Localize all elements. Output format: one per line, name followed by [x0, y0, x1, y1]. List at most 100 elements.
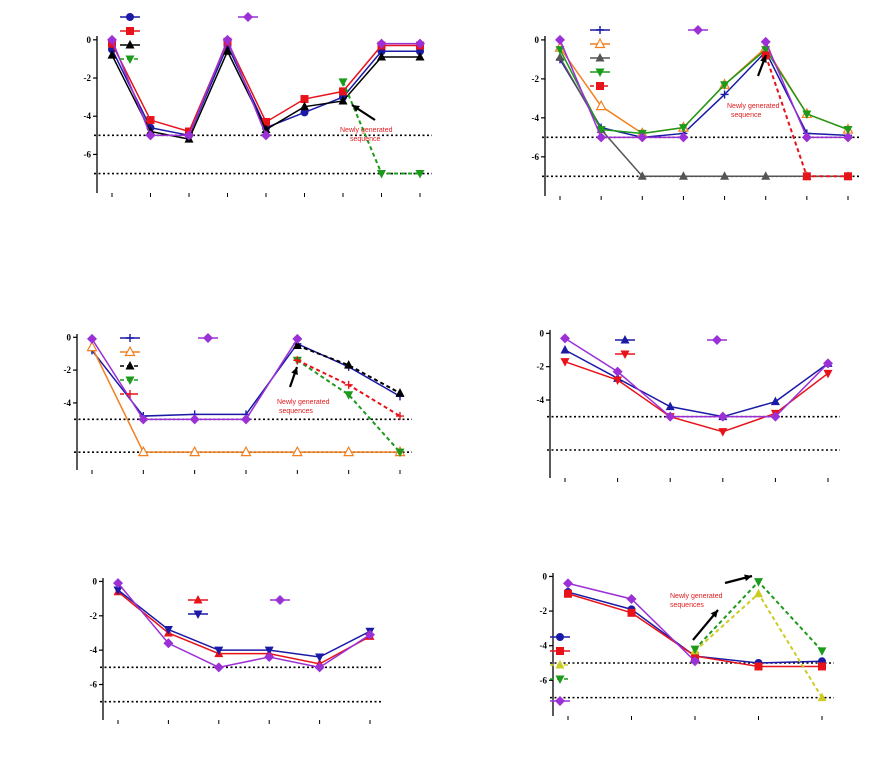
data-point [213, 662, 224, 673]
series-line [559, 48, 849, 135]
data-point [665, 401, 675, 411]
series-line [117, 591, 371, 665]
data-point [802, 110, 812, 119]
data-point [761, 171, 771, 180]
data-point [720, 171, 730, 180]
legend-marker [243, 12, 253, 22]
legend-marker [595, 53, 605, 62]
data-point [292, 340, 302, 349]
annotation-arrowhead [352, 105, 360, 112]
series-mfc-mrd [563, 578, 700, 667]
legend-marker [126, 13, 134, 21]
data-point [113, 578, 123, 589]
annotation-arrowhead [710, 610, 718, 618]
data-point [665, 411, 676, 422]
data-point [300, 95, 309, 104]
legend-marker [555, 660, 565, 669]
series-line [111, 37, 267, 137]
series-igk-seq-b [564, 589, 826, 671]
y-tick-label: -2 [84, 73, 92, 83]
y-tick-label: -4 [84, 111, 92, 121]
annotation-text: Newly generated sequence [340, 127, 393, 143]
data-point [264, 652, 275, 663]
y-tick-label: 0 [67, 332, 72, 342]
legend-marker [203, 333, 213, 343]
annotation-text: Newly generated sequences [277, 399, 330, 415]
data-point [690, 656, 700, 667]
data-point [560, 345, 570, 354]
legend-marker [126, 390, 134, 398]
y-tick-label: -4 [537, 395, 545, 405]
data-point [344, 380, 353, 389]
legend-marker [126, 27, 134, 35]
data-point [802, 172, 811, 181]
series-igk-seq-b [86, 340, 406, 457]
legend-marker [620, 335, 630, 344]
data-point [555, 52, 565, 61]
annotation-text: Newly generated sequence [727, 103, 780, 119]
y-tick-label: -6 [532, 152, 540, 162]
data-point [223, 46, 232, 55]
data-point [691, 652, 699, 661]
chart-panel-rx975: 0 -2 -4 [537, 328, 840, 482]
data-point [365, 629, 375, 640]
series-line [564, 360, 829, 433]
data-point [396, 412, 404, 421]
data-point [637, 171, 647, 180]
data-point [86, 340, 98, 352]
y-tick-label: -6 [84, 149, 92, 159]
y-tick-label: -6 [90, 680, 98, 690]
data-point [678, 132, 689, 143]
data-point [564, 589, 572, 598]
data-point [338, 95, 348, 105]
data-point [560, 358, 570, 367]
legend-marker [125, 40, 135, 49]
y-tick-label: 0 [93, 576, 98, 586]
series-igk-seq-c [292, 340, 405, 397]
series-line [296, 344, 401, 394]
data-point [163, 638, 174, 649]
legend-marker [125, 55, 135, 64]
annotation-line: sequence [731, 112, 761, 119]
data-point [344, 360, 354, 369]
data-point [339, 87, 347, 96]
data-point [344, 391, 354, 400]
series-line [91, 346, 400, 453]
data-point [292, 333, 303, 344]
legend-marker [594, 37, 606, 49]
data-point [138, 414, 149, 425]
series-mfc-mrd [107, 34, 425, 141]
chart-panel-rx977: 0 -2 -4 -6 Newly generated sequences [540, 571, 834, 720]
data-point [300, 101, 309, 111]
data-point [264, 646, 274, 656]
legend-marker [556, 647, 564, 655]
data-point [163, 626, 173, 635]
series-line [559, 50, 849, 139]
data-point [240, 445, 252, 457]
legend-marker [193, 595, 203, 604]
legend-marker [555, 675, 565, 684]
data-point [184, 130, 194, 141]
data-point [395, 388, 405, 397]
data-point [612, 366, 623, 377]
annotation-line: sequences [279, 408, 313, 415]
chart-panel-rx974: 0 -2 -4 Newly generated sequences [64, 332, 412, 474]
y-tick-label: -6 [540, 675, 548, 685]
data-point [770, 411, 781, 422]
data-point [315, 653, 325, 663]
legend-marker [620, 350, 630, 359]
chart-panel-rx972: 0 -2 -4 -6 Newly generated sequence [84, 12, 432, 197]
series-mfc-mrd [560, 333, 833, 422]
annotation-line: Newly generated [340, 127, 393, 134]
series-line [296, 359, 401, 453]
data-point [626, 593, 637, 604]
annotation-line: Newly generated [277, 399, 330, 406]
y-tick-label: -2 [537, 362, 545, 372]
data-point [823, 369, 833, 379]
series-line [694, 592, 823, 699]
series-line [91, 342, 401, 417]
data-point [770, 396, 780, 406]
data-point [754, 662, 763, 671]
data-point [754, 588, 763, 598]
annotation-arrowhead [760, 55, 767, 63]
